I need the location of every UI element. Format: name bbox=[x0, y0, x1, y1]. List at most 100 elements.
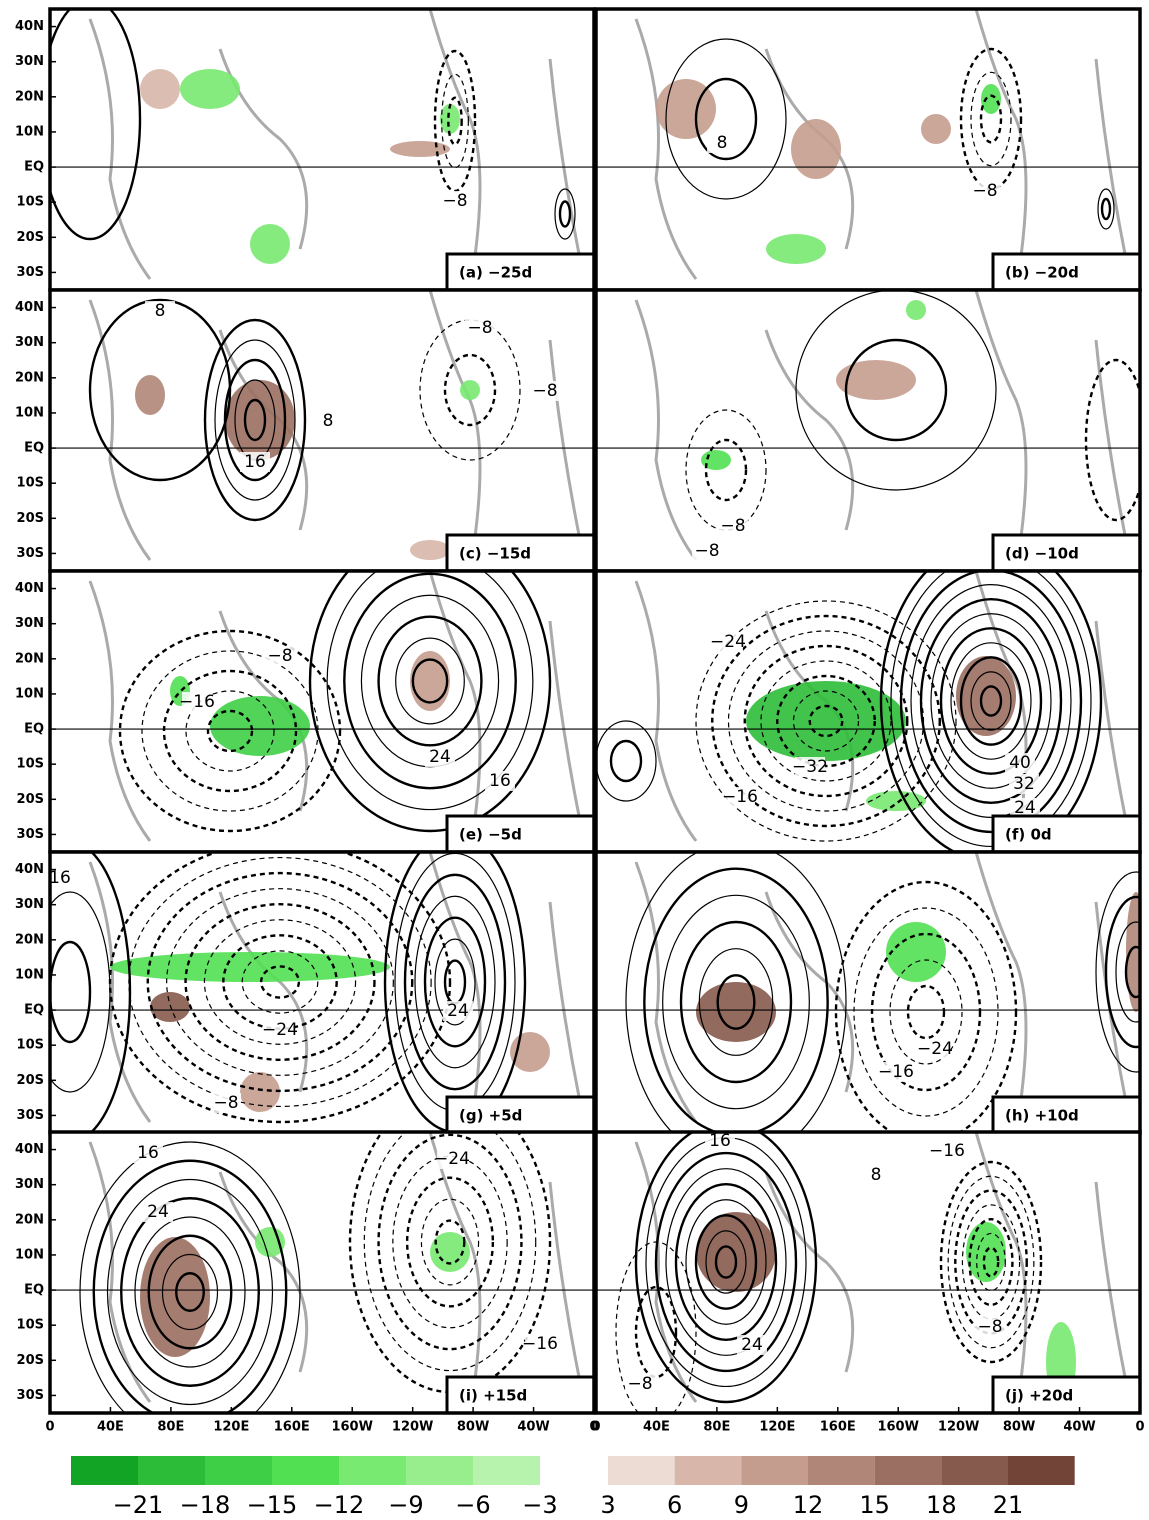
lon-tick-label: 160E bbox=[274, 1420, 310, 1435]
contour-label: −8 bbox=[532, 381, 557, 401]
lat-tick-label: 40N bbox=[15, 19, 44, 34]
contour-label: 24 bbox=[741, 1335, 763, 1355]
lon-tick-label: 0 bbox=[591, 1420, 600, 1435]
contour-label: 16 bbox=[709, 1131, 731, 1151]
colorbar-label: 6 bbox=[667, 1491, 682, 1519]
contour-label: 8 bbox=[717, 133, 728, 153]
shading bbox=[410, 540, 450, 560]
lat-tick-label: 10S bbox=[17, 1038, 44, 1053]
lat-tick-label: 20S bbox=[17, 1353, 44, 1368]
lat-tick-label: 30S bbox=[17, 265, 44, 280]
map-panel: 8 −8 bbox=[596, 9, 1140, 290]
colorbar-box bbox=[608, 1456, 675, 1485]
shading bbox=[140, 69, 180, 109]
shading bbox=[981, 84, 1001, 114]
lat-tick-label: 10S bbox=[17, 757, 44, 772]
colorbar-box bbox=[1008, 1456, 1075, 1485]
shading bbox=[921, 114, 951, 144]
contour-label: −8 bbox=[467, 318, 492, 338]
colorbar-label: −6 bbox=[455, 1491, 490, 1519]
lat-tick-label: 30S bbox=[17, 546, 44, 561]
shading bbox=[886, 922, 946, 982]
lat-tick-label: EQ bbox=[24, 722, 44, 737]
contour-label: −8 bbox=[977, 1317, 1002, 1337]
contour-label: 16 bbox=[137, 1143, 159, 1163]
lon-tick-label: 80E bbox=[157, 1420, 184, 1435]
map-panel: −8 bbox=[40, 0, 594, 290]
lat-tick-label: 10S bbox=[17, 1318, 44, 1333]
contour-label: −16 bbox=[522, 1334, 558, 1354]
contour-label: 16 bbox=[244, 452, 266, 472]
contour-label: −16 bbox=[179, 692, 215, 712]
panel-label: (b) −20d bbox=[1005, 264, 1079, 282]
panel-label: (i) +15d bbox=[459, 1387, 527, 1405]
contour-label: −8 bbox=[627, 1374, 652, 1394]
lat-tick-label: 30N bbox=[15, 1177, 44, 1192]
lat-tick-label: 40N bbox=[15, 862, 44, 877]
lat-tick-label: 20N bbox=[15, 370, 44, 385]
panel-label: (c) −15d bbox=[459, 545, 531, 563]
lat-tick-label: 10S bbox=[17, 476, 44, 491]
shading bbox=[390, 141, 450, 157]
lat-tick-label: 30N bbox=[15, 54, 44, 69]
lon-tick-label: 80W bbox=[1003, 1420, 1035, 1435]
lon-tick-label: 40W bbox=[1063, 1420, 1095, 1435]
panel-label: (e) −5d bbox=[459, 826, 522, 844]
colorbar-box bbox=[808, 1456, 875, 1485]
contour-label: −24 bbox=[434, 1149, 470, 1169]
contour-label: −8 bbox=[972, 181, 997, 201]
contour-label: −16 bbox=[929, 1141, 965, 1161]
colorbar-label: 9 bbox=[734, 1491, 749, 1519]
lat-tick-label: 40N bbox=[15, 1142, 44, 1157]
lat-tick-label: 20S bbox=[17, 1073, 44, 1088]
colorbar-box bbox=[138, 1456, 205, 1485]
lat-tick-label: 30S bbox=[17, 827, 44, 842]
map-panel: 8168−8−8 bbox=[50, 290, 594, 571]
contour-label: 40 bbox=[1009, 753, 1031, 773]
contour-label: −16 bbox=[722, 787, 758, 807]
lat-tick-label: EQ bbox=[24, 1003, 44, 1018]
lat-tick-label: 20N bbox=[15, 1212, 44, 1227]
colorbar-label: 12 bbox=[793, 1491, 824, 1519]
lat-tick-label: EQ bbox=[24, 1283, 44, 1298]
contour-label: 24 bbox=[147, 1202, 169, 1222]
lat-tick-label: 20S bbox=[17, 511, 44, 526]
lon-tick-label: 160W bbox=[877, 1420, 918, 1435]
shading bbox=[180, 69, 240, 109]
shading bbox=[460, 380, 480, 400]
map-panel: −8−8 bbox=[596, 290, 1146, 571]
lat-tick-label: 10S bbox=[17, 195, 44, 210]
lon-tick-label: 40E bbox=[97, 1420, 124, 1435]
contour-label: −8 bbox=[694, 541, 719, 561]
lon-tick-label: 160W bbox=[331, 1420, 372, 1435]
lon-tick-label: 80E bbox=[703, 1420, 730, 1435]
contour-label: −8 bbox=[267, 646, 292, 666]
colorbar-label: −21 bbox=[113, 1491, 164, 1519]
lat-tick-label: 30S bbox=[17, 1388, 44, 1403]
lon-tick-label: 160E bbox=[820, 1420, 856, 1435]
panel-label: (g) +5d bbox=[459, 1107, 522, 1125]
figure: −8(a) −25d8−8(b) −20d8168−8−8(c) −15d−8−… bbox=[0, 0, 1149, 1520]
colorbar-label: −15 bbox=[247, 1491, 298, 1519]
colorbar-box bbox=[272, 1456, 339, 1485]
lon-tick-label: 120E bbox=[759, 1420, 795, 1435]
lat-tick-label: 10N bbox=[15, 686, 44, 701]
lat-tick-label: EQ bbox=[24, 160, 44, 175]
shading bbox=[766, 234, 826, 264]
shading bbox=[906, 300, 926, 320]
shading bbox=[866, 791, 926, 811]
colorbar-label: 3 bbox=[600, 1491, 615, 1519]
lon-tick-label: 80W bbox=[457, 1420, 489, 1435]
contour-label: −24 bbox=[262, 1020, 298, 1040]
colorbar-label: −12 bbox=[314, 1491, 365, 1519]
colorbar-box bbox=[473, 1456, 540, 1485]
contour-label: 8 bbox=[155, 301, 166, 321]
contour-label: 32 bbox=[1013, 774, 1035, 794]
map-panel: −8−162416 bbox=[50, 531, 594, 852]
contour-label: −8 bbox=[213, 1093, 238, 1113]
colorbar-label: 15 bbox=[859, 1491, 890, 1519]
colorbar-box bbox=[339, 1456, 406, 1485]
colorbar-box bbox=[675, 1456, 742, 1485]
panel-label: (j) +20d bbox=[1005, 1387, 1073, 1405]
lon-tick-label: 0 bbox=[1135, 1420, 1144, 1435]
